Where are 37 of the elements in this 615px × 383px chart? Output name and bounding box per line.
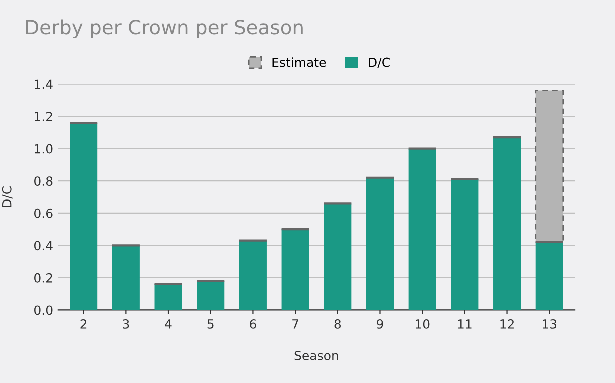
- x-tick-label: 2: [80, 319, 87, 329]
- bar: [282, 230, 310, 310]
- y-tick-label: 1.2: [35, 112, 52, 122]
- bar: [494, 138, 522, 310]
- x-tick-label: 8: [334, 319, 342, 329]
- bar: [324, 204, 352, 310]
- x-tick-label: 5: [208, 320, 214, 329]
- y-tick-label: 1.4: [35, 80, 53, 90]
- x-tick-label: 9: [377, 319, 384, 329]
- bar: [70, 123, 98, 310]
- x-tick-label: 6: [250, 319, 256, 329]
- bar: [239, 240, 267, 310]
- y-tick-label: 0.4: [34, 241, 53, 251]
- chart-title: Derby per Crown per Season: [26, 20, 303, 39]
- y-tick-label: 0.8: [34, 176, 53, 186]
- x-axis-title: Season: [294, 351, 338, 360]
- bar: [112, 246, 140, 310]
- bar: [197, 281, 225, 310]
- y-axis-title: D/C: [2, 186, 13, 208]
- y-tick-label: 0.0: [34, 306, 53, 316]
- x-tick-label: 11: [458, 320, 472, 329]
- x-tick-label: 3: [123, 319, 130, 329]
- legend-label: Estimate: [272, 58, 326, 68]
- x-tick-label: 13: [543, 319, 557, 329]
- bar: [408, 148, 436, 310]
- x-tick-label: 7: [292, 320, 298, 329]
- bar: [536, 242, 564, 310]
- x-tick-label: 12: [500, 319, 514, 329]
- y-tick-label: 1.0: [35, 144, 53, 154]
- bar: [366, 178, 394, 310]
- x-tick-label: 4: [165, 320, 172, 329]
- legend-label: D/C: [369, 58, 390, 68]
- bar: [451, 179, 479, 310]
- y-tick-label: 0.2: [34, 273, 52, 283]
- y-tick-label: 0.6: [34, 208, 53, 218]
- x-tick-label: 10: [416, 319, 430, 329]
- bar: [154, 284, 182, 310]
